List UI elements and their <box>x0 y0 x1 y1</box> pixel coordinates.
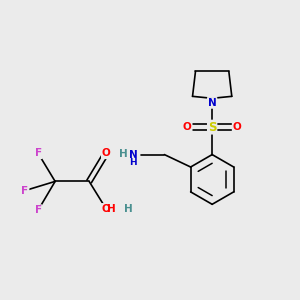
Text: H: H <box>119 149 128 159</box>
Text: F: F <box>22 186 28 196</box>
Text: H: H <box>129 158 137 167</box>
Text: O: O <box>232 122 242 132</box>
Text: S: S <box>208 121 216 134</box>
Text: H: H <box>124 204 133 214</box>
Text: H: H <box>107 204 116 214</box>
Text: O: O <box>102 204 110 214</box>
Text: N: N <box>208 98 217 108</box>
Text: O: O <box>102 148 110 158</box>
Text: F: F <box>34 205 42 215</box>
Text: N: N <box>129 150 138 160</box>
Text: F: F <box>34 148 42 158</box>
Text: O: O <box>183 122 192 132</box>
